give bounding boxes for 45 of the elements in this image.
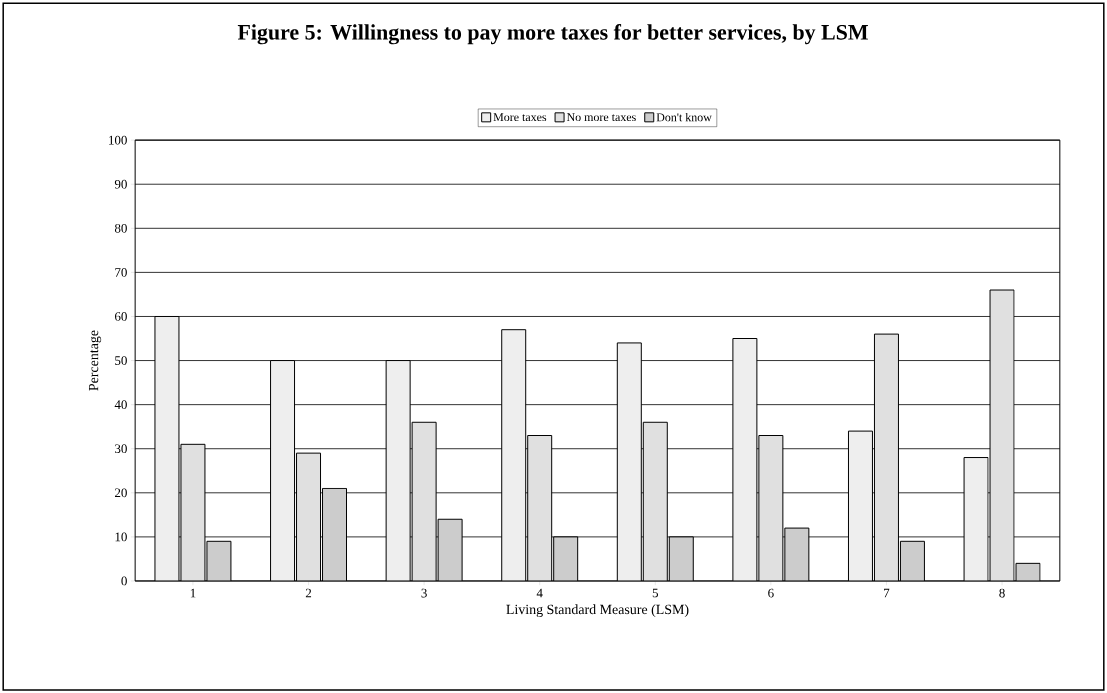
y-tick-label: 0	[121, 576, 127, 586]
y-tick-label: 40	[114, 400, 127, 409]
y-tick-label: 30	[115, 444, 127, 454]
y-tick-label: 10	[115, 532, 127, 542]
bar	[873, 333, 899, 581]
x-tick-label: 1	[190, 588, 196, 598]
bar	[642, 421, 668, 581]
y-tick-label: 50	[115, 356, 127, 365]
bar	[668, 536, 694, 581]
bar	[616, 342, 642, 581]
y-tick-label: 20	[115, 488, 127, 498]
x-tick-label: 2	[305, 588, 312, 598]
legend-label: More taxes	[493, 113, 547, 122]
bar	[180, 443, 206, 581]
bar	[385, 360, 411, 581]
y-tick-label: 90	[114, 179, 127, 189]
bar	[411, 421, 437, 581]
bar	[732, 337, 758, 581]
x-tick-label: 8	[999, 588, 1005, 598]
bar	[899, 540, 925, 581]
x-tick-label: 4	[536, 588, 543, 598]
x-axis-title: Living Standard Measure (LSM)	[506, 604, 689, 617]
y-tick-label: 70	[115, 267, 127, 277]
y-axis-title: Percentage	[88, 330, 102, 391]
bar	[527, 434, 553, 581]
x-tick-label: 5	[652, 588, 659, 598]
bar	[847, 430, 873, 581]
bar	[989, 289, 1015, 581]
bar	[154, 315, 180, 581]
bar	[553, 536, 579, 581]
chart-title: Figure 5: Willingness to pay more taxes for better services, by LSM	[237, 23, 868, 45]
y-tick-label: 60	[115, 312, 127, 321]
legend-label: Don't know	[656, 112, 712, 122]
bar	[270, 360, 296, 581]
y-tick-label: 80	[114, 223, 127, 233]
bar	[963, 456, 989, 581]
x-tick-label: 6	[768, 588, 774, 598]
legend-label: No more taxes	[566, 113, 636, 122]
bar	[322, 487, 348, 581]
bar	[501, 329, 527, 581]
x-tick-label: 7	[884, 588, 890, 598]
y-tick-label: 100	[109, 135, 127, 145]
bar	[758, 434, 784, 581]
bar	[296, 452, 322, 581]
x-tick-label: 3	[421, 588, 427, 598]
